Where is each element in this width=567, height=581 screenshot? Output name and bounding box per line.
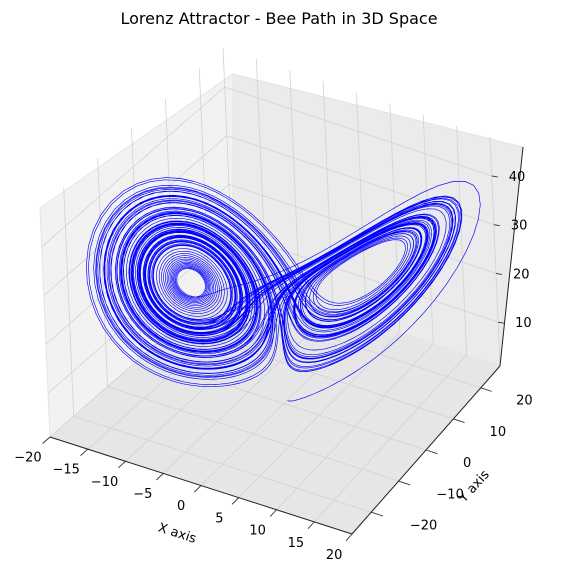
x-tick-mark <box>269 509 277 517</box>
z-grid-line <box>224 86 492 177</box>
y-tick-label: −10 <box>436 487 463 502</box>
y-tick-label: 0 <box>463 456 471 471</box>
z-tick-mark <box>491 175 498 178</box>
y-tick-mark <box>371 511 384 517</box>
x-tick-label: 0 <box>177 499 185 514</box>
y-tick-label: 20 <box>516 393 533 408</box>
x-tick-mark <box>156 473 164 481</box>
x-tick-mark <box>193 485 202 493</box>
x-grid-line <box>489 136 501 367</box>
z-grid-line <box>228 184 497 274</box>
x-tick-mark <box>118 460 126 469</box>
y-grid-line <box>63 187 75 417</box>
y-grid-line <box>141 356 427 451</box>
z-tick-label: 10 <box>515 316 532 331</box>
z-tick-mark <box>495 272 503 275</box>
x-tick-label: 20 <box>326 548 343 563</box>
y-grid-line <box>73 415 372 513</box>
plot-area <box>86 177 481 402</box>
x-grid-line <box>422 114 434 344</box>
x-tick-mark <box>80 448 89 457</box>
series-line-bee-path <box>86 177 481 402</box>
y-tick-mark <box>480 387 492 392</box>
x-tick-mark <box>307 521 315 529</box>
x-tick-label: −10 <box>91 475 118 490</box>
x-tick-label: 5 <box>215 511 223 526</box>
y-tick-label: −20 <box>410 519 437 534</box>
z-tick-mark <box>498 321 505 324</box>
x-grid-line <box>322 81 334 311</box>
x-tick-label: −5 <box>133 487 152 502</box>
x-grid-line <box>289 70 301 300</box>
y-grid-line <box>131 127 142 358</box>
x-grid-line <box>456 125 468 355</box>
x-tick-mark <box>345 533 353 542</box>
y-tick-mark <box>453 418 465 423</box>
x-tick-label: −15 <box>53 463 80 478</box>
z-tick-label: 30 <box>511 219 528 234</box>
tick-labels: −20 −15 −10 −5 0 5 10 15 20 −20 −10 0 10 20 10 20 30 40 <box>14 170 532 563</box>
y-grid-line <box>97 157 109 387</box>
y-grid-line <box>175 326 454 420</box>
y-tick-label: 10 <box>490 425 507 440</box>
y-axis-line <box>351 365 501 535</box>
x-tick-mark <box>231 497 240 505</box>
grid-lines <box>41 47 501 535</box>
x-tick-label: −20 <box>14 450 41 465</box>
z-tick-label: 40 <box>509 170 526 185</box>
z-tick-mark <box>493 224 500 227</box>
z-grid-line <box>45 184 230 345</box>
y-grid-line <box>198 68 210 298</box>
x-tick-label: 15 <box>288 536 305 551</box>
x-axis-line <box>49 436 353 535</box>
z-axis-line <box>499 146 524 367</box>
x-axis-label: X axis <box>156 520 198 546</box>
y-tick-mark <box>425 449 438 455</box>
y-tick-mark <box>398 480 411 486</box>
x-tick-label: 10 <box>249 524 266 539</box>
y-grid-line <box>107 386 399 482</box>
z-grid-line <box>47 232 232 394</box>
x-grid-line <box>356 92 367 322</box>
z-tick-label: 20 <box>513 267 530 282</box>
axis-lines <box>42 146 524 542</box>
z-grid-line <box>41 86 225 248</box>
chart-title: Lorenz Attractor - Bee Path in 3D Space <box>120 9 437 28</box>
x-grid-line <box>222 47 234 278</box>
x-tick-mark <box>42 436 51 444</box>
